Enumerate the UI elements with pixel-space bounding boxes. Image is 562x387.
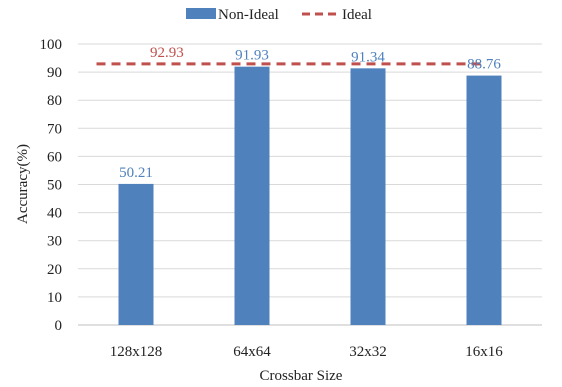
bar-16x16 (466, 75, 502, 325)
x-axis-ticks: 128x128 64x64 32x32 16x16 (110, 344, 504, 360)
ideal-line-layer: 92.93 (96, 45, 486, 66)
y-tick-label-80: 80 (47, 93, 62, 109)
y-axis-title: Accuracy(%) (15, 144, 31, 224)
legend-swatch-non-ideal (186, 8, 216, 19)
y-tick-label-100: 100 (40, 37, 63, 53)
y-tick-label-90: 90 (47, 65, 62, 81)
bar-value-label-64x64: 91.93 (235, 48, 269, 64)
bar-128x128 (118, 183, 154, 325)
bar-32x32 (350, 68, 386, 326)
ideal-value-label: 92.93 (150, 45, 184, 61)
gridlines (78, 43, 542, 326)
legend-label-ideal: Ideal (342, 7, 372, 23)
bar-value-label-128x128: 50.21 (119, 165, 153, 181)
bars (118, 66, 502, 326)
x-tick-label-32x32: 32x32 (349, 344, 387, 360)
y-tick-label-60: 60 (47, 149, 62, 165)
y-tick-label-30: 30 (47, 234, 62, 250)
y-tick-label-50: 50 (47, 178, 62, 194)
y-tick-label-0: 0 (55, 318, 63, 334)
x-tick-label-128x128: 128x128 (110, 344, 163, 360)
y-tick-label-10: 10 (47, 290, 62, 306)
y-tick-label-20: 20 (47, 262, 62, 278)
y-tick-label-70: 70 (47, 121, 62, 137)
bar-64x64 (234, 66, 270, 325)
legend-label-non-ideal: Non-Ideal (218, 7, 279, 23)
bar-value-label-16x16: 88.76 (467, 57, 501, 73)
x-tick-label-16x16: 16x16 (465, 344, 503, 360)
y-axis-ticks: 0 10 20 30 40 50 60 70 80 90 100 (40, 37, 63, 334)
x-axis-title: Crossbar Size (260, 368, 343, 384)
data-labels: 50.21 91.93 91.34 88.76 (119, 48, 501, 181)
x-tick-label-64x64: 64x64 (233, 344, 271, 360)
y-tick-label-40: 40 (47, 206, 62, 222)
legend: Non-Ideal Ideal (186, 7, 372, 23)
bar-value-label-32x32: 91.34 (351, 49, 385, 65)
